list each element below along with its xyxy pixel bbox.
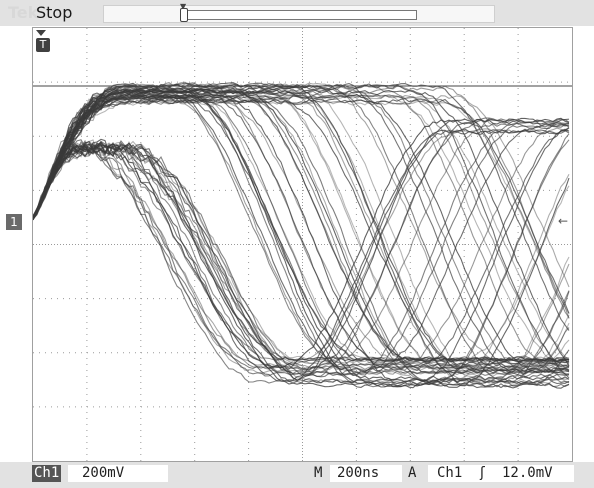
waveform-trace [33, 89, 570, 376]
waveform-trace [33, 94, 570, 376]
trigger-level[interactable]: 12.0mV [502, 465, 553, 481]
trigger-slope-icon: ʃ [480, 465, 485, 481]
settings-bar: Ch1 200mV M 200ns A Ch1 ʃ 12.0mV [0, 462, 594, 488]
waveform-trace [33, 96, 570, 387]
waveform-trace [33, 146, 570, 371]
trigger-level-arrow-icon: ← [558, 214, 569, 228]
waveform-trace [33, 98, 570, 314]
waveform-trace [33, 88, 570, 367]
waveform-trace [33, 94, 570, 373]
waveform-trace [33, 119, 570, 365]
waveform-trace [33, 84, 570, 379]
trigger-point-arrow-icon [36, 30, 46, 36]
waveform-trace [33, 93, 570, 288]
acquisition-status: Stop [36, 3, 73, 22]
main-timebase-label: M [314, 465, 323, 481]
waveform-trace [33, 85, 570, 388]
volts-per-div[interactable]: 200mV [82, 465, 125, 481]
time-readout-box [330, 465, 402, 482]
time-per-div[interactable]: 200ns [337, 465, 380, 481]
trigger-readout-box [428, 465, 574, 482]
waveform-trace [33, 100, 570, 364]
waveform-trace [33, 94, 570, 371]
waveform-trace [33, 140, 570, 369]
waveform-trace [33, 144, 570, 376]
volts-readout-box [68, 465, 168, 482]
waveform-trace [33, 122, 570, 377]
waveform-trace [33, 90, 570, 383]
trigger-position-marker[interactable] [180, 8, 188, 22]
trigger-source[interactable]: Ch1 [437, 465, 463, 481]
channel-1-ground-marker[interactable]: 1 [6, 214, 22, 230]
waveform-trace [33, 124, 570, 376]
waveform-trace [33, 138, 570, 363]
waveform-trace [33, 91, 570, 363]
waveform-trace [33, 117, 570, 369]
waveform-trace [33, 91, 570, 385]
waveform-trace [33, 88, 570, 375]
status-bar: Tek Stop ▼ [0, 0, 594, 26]
brand-logo: Tek [8, 3, 39, 22]
waveform-trace [33, 88, 570, 377]
waveform-canvas [33, 28, 572, 461]
trigger-mode-label: A [408, 465, 417, 481]
waveform-trace [33, 128, 570, 382]
waveform-trace [33, 84, 570, 319]
waveform-trace [33, 139, 570, 372]
waveform-trace [33, 98, 570, 366]
waveform-trace [33, 142, 570, 372]
waveform-trace [33, 128, 570, 382]
waveform-trace [33, 93, 570, 367]
waveform-trace [33, 142, 570, 366]
waveform-trace [33, 82, 570, 368]
waveform-trace [33, 90, 570, 388]
waveform-trace [33, 121, 570, 378]
channel-label[interactable]: Ch1 [32, 465, 62, 482]
record-view-window[interactable] [183, 10, 417, 20]
waveform-trace [33, 96, 570, 375]
trigger-badge: T [36, 38, 50, 52]
waveform-trace [33, 143, 570, 376]
trigger-position-caret-icon: ▼ [180, 2, 187, 11]
waveform-display[interactable] [32, 27, 573, 462]
